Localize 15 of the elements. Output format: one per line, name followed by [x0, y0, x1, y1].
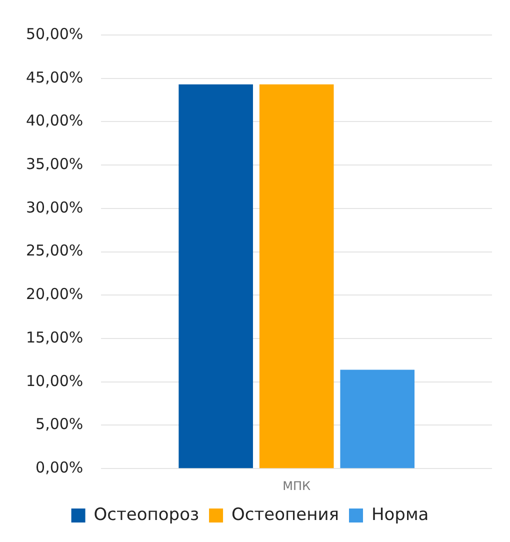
legend-label: Остеопороз	[94, 504, 200, 525]
y-tick-label: 10,00%	[26, 372, 84, 390]
y-tick-label: 30,00%	[26, 198, 84, 216]
y-tick-label: 0,00%	[36, 458, 84, 476]
y-tick-label: 40,00%	[26, 112, 84, 130]
y-tick-label: 45,00%	[26, 68, 84, 86]
y-tick-label: 5,00%	[36, 415, 84, 434]
y-tick-label: 20,00%	[26, 285, 84, 304]
y-tick-label: 25,00%	[26, 242, 84, 260]
y-tick-label: 35,00%	[26, 154, 84, 173]
legend-label: Остеопения	[232, 504, 339, 525]
legend-label: Норма	[371, 504, 429, 525]
y-tick-label: 50,00%	[26, 24, 84, 43]
y-tick-label: 15,00%	[26, 328, 84, 346]
x-tick-label: МПК	[282, 478, 312, 493]
